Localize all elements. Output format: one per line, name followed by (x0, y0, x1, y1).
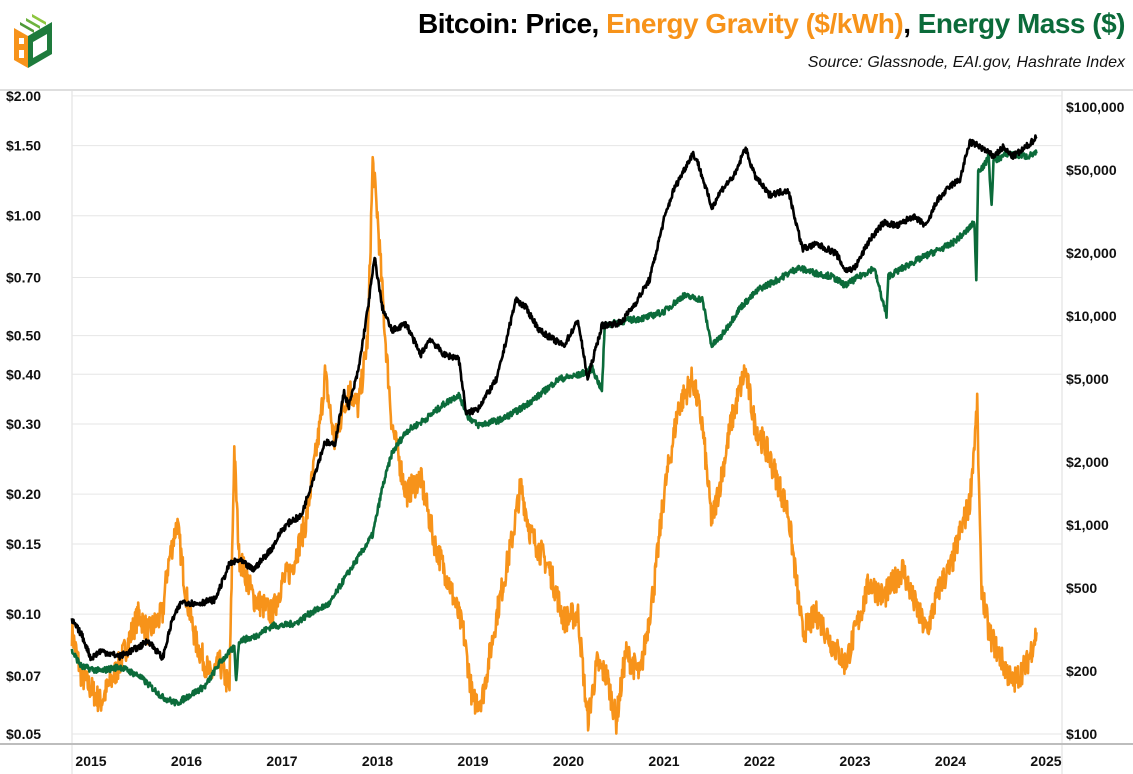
left-tick-label: $0.20 (6, 486, 41, 502)
x-tick-label: 2024 (935, 753, 966, 769)
series-line-energy-gravity-kwh (70, 155, 1038, 735)
right-tick-label: $2,000 (1066, 454, 1109, 470)
x-tick-label: 2023 (839, 753, 870, 769)
right-tick-label: $50,000 (1066, 162, 1117, 178)
left-tick-label: $0.50 (6, 328, 41, 344)
x-tick-label: 2025 (1030, 753, 1061, 769)
right-tick-label: $10,000 (1066, 308, 1117, 324)
left-tick-label: $0.15 (6, 536, 41, 552)
source-note: Source: Glassnode, EAI.gov, Hashrate Ind… (807, 54, 1125, 71)
brand-logo (14, 14, 52, 68)
x-tick-label: 2022 (744, 753, 775, 769)
right-tick-label: $1,000 (1066, 517, 1109, 533)
title-gravity: Energy Gravity ($/kWh) (606, 8, 904, 39)
right-tick-label: $100,000 (1066, 99, 1125, 115)
left-tick-label: $0.70 (6, 269, 41, 285)
title-mass: Energy Mass ($) (917, 8, 1126, 39)
left-tick-label: $0.10 (6, 606, 41, 622)
x-tick-label: 2019 (457, 753, 488, 769)
chart-title: Bitcoin: Price, Energy Gravity ($/kWh), … (418, 8, 1125, 40)
left-tick-label: $2.00 (6, 88, 41, 104)
right-tick-label: $100 (1066, 726, 1097, 742)
right-tick-label: $500 (1066, 580, 1097, 596)
right-tick-label: $20,000 (1066, 245, 1117, 261)
series-line-energy-mass (70, 149, 1038, 707)
x-tick-label: 2017 (266, 753, 297, 769)
left-tick-label: $0.30 (6, 416, 41, 432)
x-tick-label: 2016 (171, 753, 202, 769)
series-line-price (70, 134, 1038, 662)
left-tick-label: $1.50 (6, 138, 41, 154)
title-sep: , (903, 8, 918, 39)
right-tick-label: $5,000 (1066, 371, 1109, 387)
x-tick-label: 2020 (553, 753, 584, 769)
left-tick-label: $1.00 (6, 208, 41, 224)
left-tick-label: $0.05 (6, 726, 41, 742)
x-tick-label: 2021 (648, 753, 679, 769)
right-tick-label: $200 (1066, 663, 1097, 679)
left-tick-label: $0.07 (6, 668, 41, 684)
x-tick-label: 2018 (362, 753, 393, 769)
title-price: Bitcoin: Price, (418, 8, 607, 39)
x-tick-label: 2015 (75, 753, 106, 769)
left-tick-label: $0.40 (6, 366, 41, 382)
